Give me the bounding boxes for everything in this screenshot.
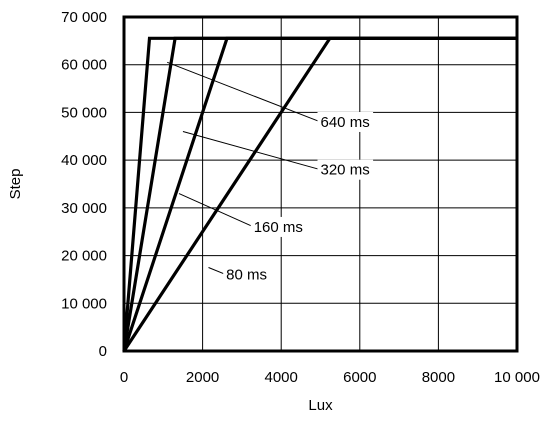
x-tick-label: 2000 <box>186 369 219 386</box>
annotation-label-bg <box>223 264 271 285</box>
annotation-label: 320 ms <box>321 162 370 179</box>
x-axis-title: Lux <box>308 397 333 414</box>
annotation-label-bg <box>317 111 374 132</box>
annotation-leader-line <box>182 131 321 171</box>
annotation-leader-line <box>167 61 321 123</box>
y-axis-title: Step <box>7 169 24 200</box>
series-line-80-ms <box>122 36 517 352</box>
y-tick-label: 0 <box>99 343 107 360</box>
x-tick-label: 0 <box>120 369 128 386</box>
annotation-label-bg <box>317 159 374 180</box>
x-tick-label: 8000 <box>422 369 455 386</box>
x-tick-label: 6000 <box>343 369 376 386</box>
y-tick-label: 60 000 <box>61 57 107 74</box>
y-tick-label: 50 000 <box>61 104 107 121</box>
y-tick-label: 40 000 <box>61 152 107 169</box>
x-tick-label: 4000 <box>265 369 298 386</box>
tick-label-layer: 0 2000 4000 6000 8000 10 000 0 10 000 20 000 30 0… <box>61 9 540 386</box>
annotation-label-bg <box>250 216 307 237</box>
y-tick-label: 30 000 <box>61 200 107 217</box>
plot-frame <box>122 15 519 353</box>
y-tick-label: 10 000 <box>61 295 107 312</box>
x-tick-label: 10 000 <box>494 369 540 386</box>
grid-layer <box>123 16 518 352</box>
annotation-leader-line <box>178 193 254 228</box>
y-tick-label: 70 000 <box>61 9 107 26</box>
series-line-320-ms <box>122 36 517 352</box>
annotation-label: 160 ms <box>254 219 303 236</box>
annotation-label: 640 ms <box>321 114 370 131</box>
series-line-160-ms <box>122 36 517 352</box>
series-layer <box>122 36 517 352</box>
y-tick-label: 20 000 <box>61 248 107 265</box>
annotation-label: 80 ms <box>226 267 267 284</box>
series-line-640-ms <box>122 36 517 352</box>
annotation-layer: 640 ms 320 ms 160 ms 80 ms <box>167 61 374 285</box>
